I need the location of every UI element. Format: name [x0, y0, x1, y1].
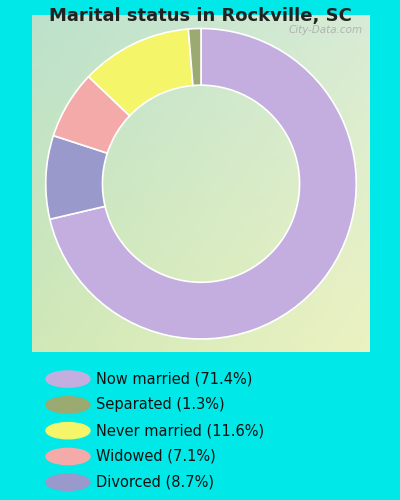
Text: Never married (11.6%): Never married (11.6%) — [96, 423, 264, 438]
Circle shape — [46, 422, 90, 439]
Circle shape — [46, 397, 90, 413]
Wedge shape — [54, 76, 130, 153]
Circle shape — [46, 371, 90, 387]
Wedge shape — [50, 28, 356, 339]
Text: Separated (1.3%): Separated (1.3%) — [96, 398, 225, 412]
Text: Marital status in Rockville, SC: Marital status in Rockville, SC — [48, 8, 352, 26]
Wedge shape — [88, 29, 193, 116]
Text: Divorced (8.7%): Divorced (8.7%) — [96, 475, 214, 490]
Text: Widowed (7.1%): Widowed (7.1%) — [96, 449, 216, 464]
Circle shape — [46, 448, 90, 464]
Text: City-Data.com: City-Data.com — [289, 25, 363, 35]
Circle shape — [46, 474, 90, 490]
Wedge shape — [188, 28, 201, 86]
Wedge shape — [46, 136, 107, 219]
Text: Now married (71.4%): Now married (71.4%) — [96, 372, 252, 386]
